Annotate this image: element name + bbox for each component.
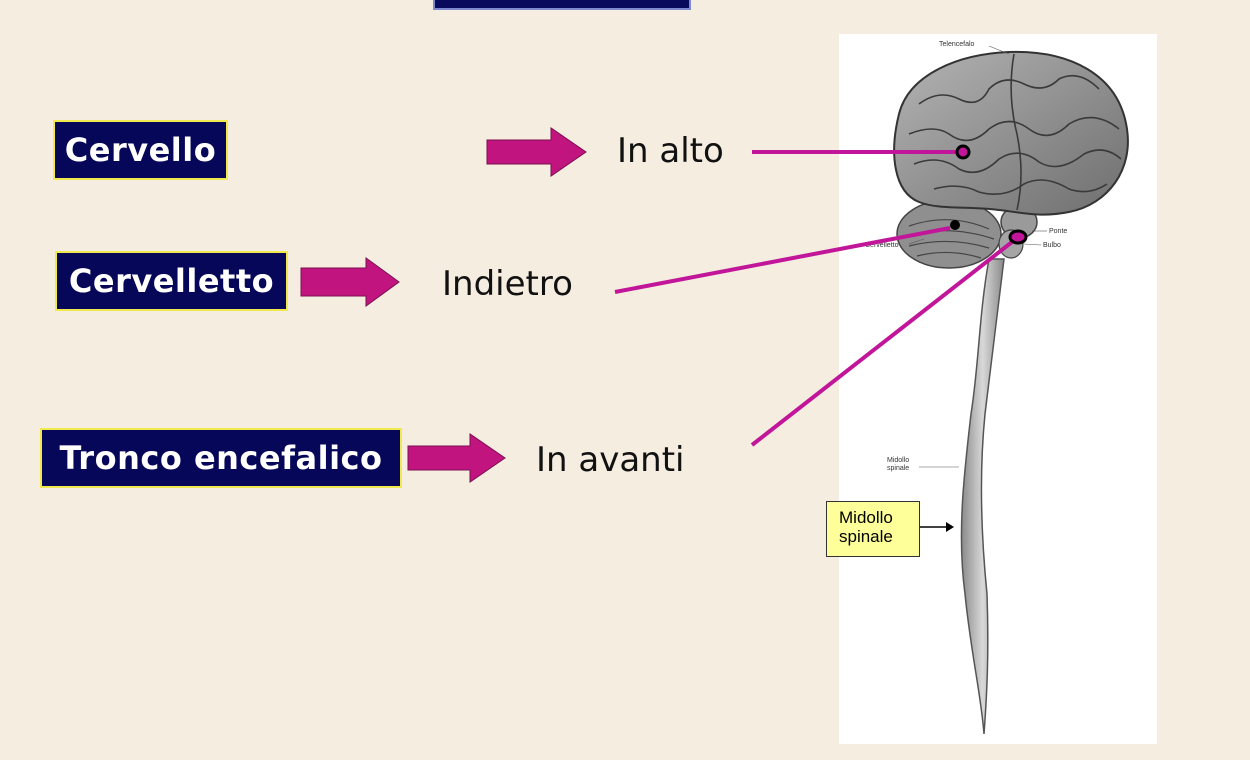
label-cervelletto: Cervelletto [55,251,288,311]
direction-indietro: Indietro [442,264,573,304]
leader-in-avanti [750,240,1014,447]
brain-illustration: Telencefalo Ponte Bulbo Cervelletto Mido… [865,41,1129,735]
arrow-cervello [486,127,587,177]
fig-label-ponte: Ponte [1049,228,1067,235]
spinal-cord [960,258,1005,735]
label-tronco-encefalico: Tronco encefalico [40,428,402,488]
direction-in-alto: In alto [617,131,724,171]
fig-label-cervelletto: Cervelletto [865,242,899,249]
label-cervello: Cervello [53,120,228,180]
title-box [433,0,691,10]
fig-label-telencefalo: Telencefalo [939,41,975,48]
cerebrum [893,50,1129,216]
arrow-cervelletto [300,257,400,307]
direction-in-avanti: In avanti [536,440,685,480]
callout-line2: spinale [839,527,893,546]
fig-label-spinale: spinale [887,465,909,472]
callout-midollo-spinale: Midollo spinale [826,501,920,557]
marker-cerebrum [955,144,971,160]
arrow-tronco [407,433,506,483]
fig-label-midollo: Midollo [887,457,909,464]
callout-line1: Midollo [839,508,893,527]
leader-indietro [614,226,951,294]
fig-label-bulbo: Bulbo [1043,242,1061,249]
marker-bulbo [1008,229,1028,245]
marker-cerebellum [950,220,960,230]
